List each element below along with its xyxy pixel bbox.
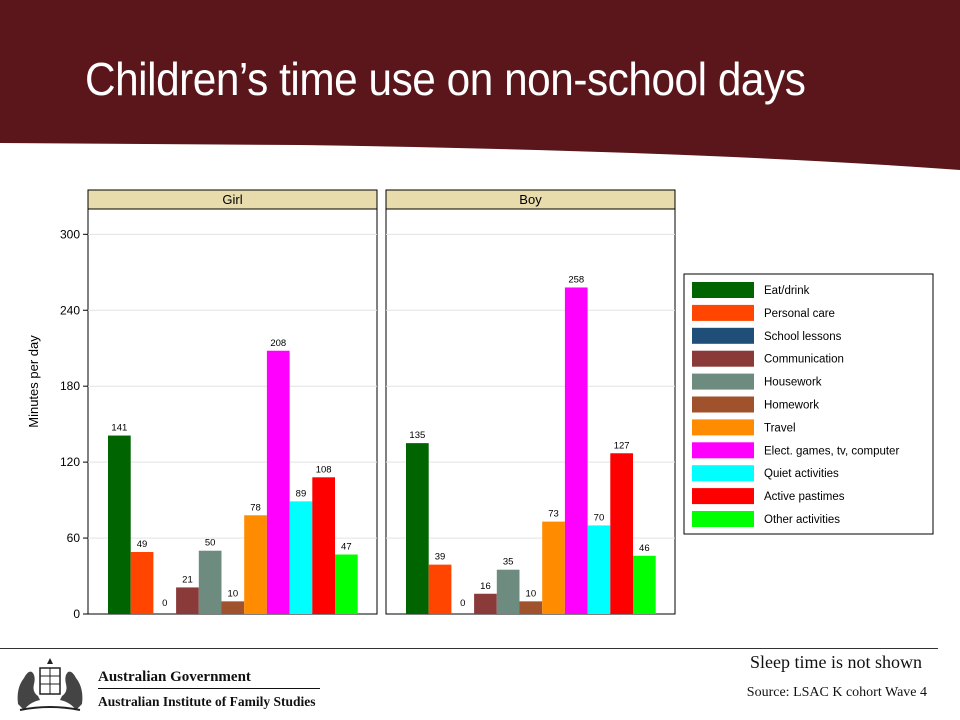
legend-swatch — [692, 304, 754, 321]
data-label: 70 — [594, 512, 605, 523]
legend-swatch — [692, 282, 754, 298]
legend-label: Quiet activities — [764, 468, 839, 480]
bar — [335, 554, 358, 614]
legend-label: Eat/drink — [764, 285, 810, 297]
legend-swatch — [692, 465, 754, 482]
bar — [564, 287, 588, 614]
data-label: 10 — [228, 588, 239, 599]
bar — [542, 521, 565, 614]
data-label: 39 — [435, 552, 446, 563]
legend-label: School lessons — [764, 331, 842, 343]
legend-swatch — [692, 350, 754, 367]
y-tick-label: 180 — [60, 379, 80, 393]
bar — [266, 350, 290, 614]
bar — [130, 551, 154, 614]
y-tick-label: 60 — [67, 531, 81, 545]
panel-strip-label: Boy — [519, 192, 542, 207]
legend-label: Active pastimes — [764, 491, 845, 503]
y-tick-label: 120 — [60, 455, 80, 469]
government-name: Australian Government — [98, 669, 251, 685]
bar — [221, 601, 245, 614]
legend-swatch — [692, 327, 754, 344]
bar — [474, 593, 497, 614]
legend-label: Housework — [764, 377, 822, 389]
logo-divider — [98, 688, 320, 689]
data-label: 47 — [341, 542, 352, 553]
bar — [176, 587, 199, 614]
institute-name: Australian Institute of Family Studies — [98, 694, 316, 709]
y-tick-label: 300 — [60, 227, 80, 241]
coat-of-arms-icon — [17, 658, 83, 711]
legend-swatch — [692, 396, 754, 413]
data-label: 46 — [639, 543, 650, 554]
data-label: 16 — [480, 581, 491, 592]
bar — [587, 525, 611, 614]
bar — [406, 443, 429, 614]
chart: 0 60 120 180 240 300 Minutes per day Girl 141 49 0… — [26, 189, 934, 621]
legend-swatch — [692, 419, 754, 436]
y-tick-label: 0 — [73, 607, 80, 621]
bar — [496, 569, 520, 614]
legend-swatch — [692, 442, 754, 459]
legend-label: Communication — [764, 354, 844, 366]
data-label: 89 — [296, 488, 307, 499]
legend-swatch — [692, 511, 754, 527]
data-label: 0 — [162, 598, 167, 609]
header-curve — [0, 143, 960, 170]
legend-label: Travel — [764, 422, 796, 434]
sleep-note: Sleep time is not shown — [750, 652, 922, 672]
data-label: 10 — [526, 588, 537, 599]
data-label: 127 — [614, 440, 630, 451]
data-label: 141 — [111, 423, 127, 434]
data-label: 208 — [270, 338, 286, 349]
data-label: 35 — [503, 557, 514, 568]
logo: Australian Government Australian Institu… — [8, 654, 338, 716]
y-tick-label: 240 — [60, 303, 80, 317]
legend-label: Elect. games, tv, computer — [764, 445, 899, 457]
data-label: 258 — [568, 274, 584, 285]
bar — [519, 601, 543, 614]
footer-rule — [0, 648, 938, 649]
bar — [289, 501, 313, 614]
legend-label: Other activities — [764, 514, 840, 526]
bar — [108, 435, 131, 614]
bar — [610, 453, 633, 614]
bar — [244, 515, 267, 614]
y-axis-title: Minutes per day — [26, 335, 41, 428]
bar — [633, 555, 656, 614]
panel-strip-label: Girl — [222, 192, 242, 207]
bar — [312, 477, 335, 614]
data-label: 78 — [250, 502, 261, 513]
bar — [198, 550, 222, 614]
data-label: 50 — [205, 538, 216, 549]
header-band — [0, 0, 960, 170]
bar — [428, 564, 452, 614]
data-label: 135 — [409, 430, 425, 441]
legend-label: Personal care — [764, 308, 835, 320]
data-label: 0 — [460, 598, 465, 609]
legend-label: Homework — [764, 400, 819, 412]
legend-swatch — [692, 488, 754, 505]
data-label: 73 — [548, 509, 559, 520]
data-label: 108 — [316, 464, 332, 475]
source-note: Source: LSAC K cohort Wave 4 — [746, 685, 927, 700]
slide-title: Children’s time use on non-school days — [85, 53, 806, 105]
data-label: 21 — [182, 574, 193, 585]
legend-swatch — [692, 373, 754, 390]
data-label: 49 — [137, 539, 148, 550]
